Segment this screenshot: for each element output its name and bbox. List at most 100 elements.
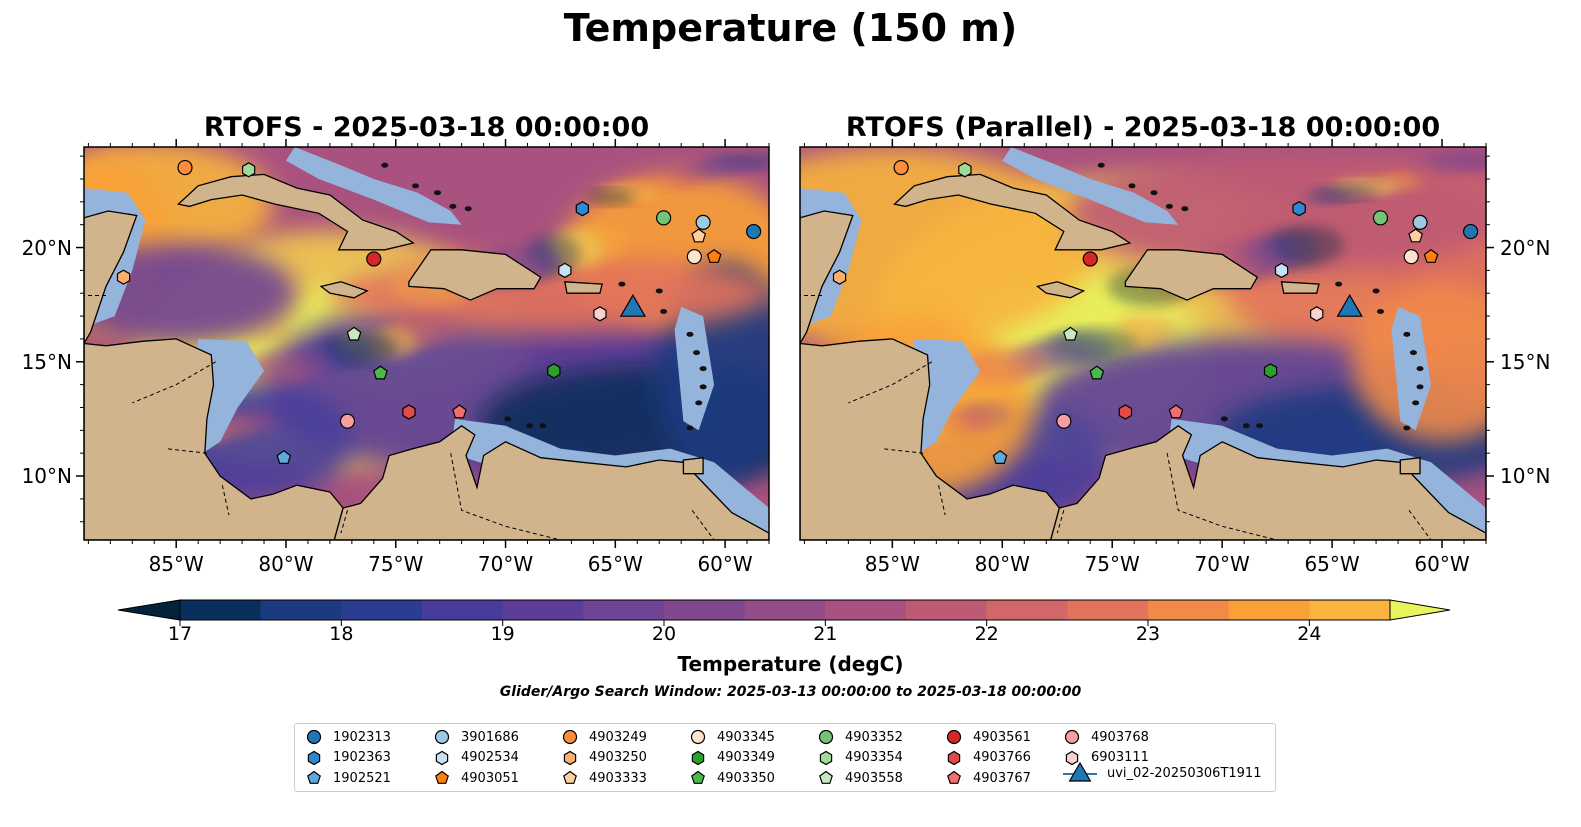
country-border: [938, 485, 946, 516]
float-1902521: [276, 449, 292, 464]
island-mark: [412, 183, 420, 189]
shelf-islShelf: [1391, 306, 1431, 431]
colorbar-tick-label: 23: [1135, 623, 1161, 645]
float-4903333: [1408, 228, 1424, 243]
legend-marker: [818, 729, 834, 745]
legend-item: 4903250: [561, 748, 647, 768]
land-puerto: [564, 281, 603, 294]
float-4903250: [832, 269, 847, 285]
country-border: [691, 510, 715, 540]
colorbar-bin: [1148, 600, 1230, 620]
circle-marker-icon: [306, 729, 322, 745]
island-mark: [1416, 384, 1424, 390]
country-border: [132, 361, 216, 404]
hexagon-marker-icon: [691, 750, 705, 765]
legend-marker: [1064, 729, 1080, 745]
island-mark: [1335, 281, 1343, 287]
colorbar-tick-label: 21: [813, 623, 838, 645]
island-mark: [1128, 183, 1136, 189]
colorbar-bin: [744, 600, 826, 620]
lon-tick-label: 65°W: [587, 552, 643, 576]
land-trinidad: [682, 456, 704, 475]
legend-label: 4903354: [845, 750, 903, 765]
legend-marker: [1068, 761, 1092, 782]
legend-label: 4903350: [717, 770, 775, 786]
country-border: [848, 361, 933, 404]
map-frame: [83, 146, 770, 541]
legend-label: uvi_02-20250306T1911: [1107, 765, 1262, 781]
colorbar-tick-label: 24: [1297, 623, 1322, 645]
island-mark: [655, 288, 663, 294]
island-mark: [1376, 309, 1384, 315]
land-puerto: [1280, 281, 1320, 294]
float-4903350: [372, 365, 388, 380]
colorbar-tick-label: 18: [329, 623, 354, 645]
legend-marker: [1065, 750, 1079, 765]
island-mark: [686, 331, 694, 337]
island-mark: [1097, 162, 1105, 168]
hexagon-marker-icon: [947, 750, 961, 765]
land-yucatan: [84, 210, 138, 345]
float-4903352: [656, 210, 672, 226]
float-4903558: [346, 326, 362, 341]
legend-item: 6903111: [1063, 748, 1149, 768]
island-mark: [693, 350, 701, 356]
colorbar-bin: [502, 600, 584, 620]
lon-tick-label: 75°W: [368, 552, 424, 576]
island-mark: [1165, 203, 1173, 209]
legend-marker: [819, 750, 833, 765]
pentagon-marker-icon: [819, 770, 833, 784]
colorbar-over-extend: [1389, 599, 1451, 621]
colorbar-bin: [341, 600, 423, 620]
colorbar-bin: [986, 600, 1068, 620]
float-4903345: [686, 249, 702, 265]
legend-item: 4902534: [433, 748, 519, 768]
float-4903558: [1063, 326, 1078, 341]
legend-label: 4902534: [461, 750, 519, 765]
legend-label: 4903333: [589, 770, 647, 786]
float-1902313: [746, 223, 762, 240]
glider-marker: [619, 293, 647, 317]
land-yucatan: [800, 210, 854, 345]
lat-tick-label: 20°N: [21, 235, 72, 260]
lon-tick-label: 85°W: [864, 552, 920, 576]
legend-item: 1902313: [305, 727, 391, 747]
legend: 1902313 1902363 1902521 3901686 4902534 49030…: [294, 723, 1276, 792]
float-4902534: [1274, 262, 1289, 279]
land-hispaniola: [408, 249, 542, 301]
float-1902313: [1463, 223, 1479, 240]
lat-tick-label: 15°N: [21, 349, 72, 374]
legend-marker: [562, 729, 578, 745]
island-mark: [1256, 423, 1264, 429]
map-frame: [799, 146, 1487, 541]
country-border: [1056, 510, 1065, 534]
temperature-patch: [84, 243, 297, 344]
left-panel-title: RTOFS - 2025-03-18 00:00:00: [203, 112, 650, 143]
island-mark: [433, 190, 441, 196]
island-mark: [1416, 366, 1424, 372]
country-border: [221, 485, 230, 516]
figure-title: Temperature (150 m): [563, 6, 1018, 50]
legend-item: 1902363: [305, 748, 391, 768]
pentagon-marker-icon: [307, 770, 321, 784]
float-1902363: [575, 201, 590, 217]
hexagon-marker-icon: [307, 750, 321, 765]
float-4903354: [958, 162, 972, 178]
legend-item: 4903349: [689, 748, 775, 768]
island-mark: [699, 384, 707, 390]
land-southam: [333, 425, 769, 540]
lon-tick-label: 65°W: [1304, 552, 1360, 576]
circle-marker-icon: [690, 729, 706, 745]
lat-tick-label: 10°N: [1500, 464, 1551, 489]
float-4903768: [1056, 413, 1072, 429]
hexagon-marker-icon: [563, 750, 577, 765]
legend-label: 4903768: [1091, 729, 1149, 745]
legend-item: 4903333: [561, 768, 647, 788]
country-border: [340, 510, 348, 534]
country-border: [1408, 510, 1432, 540]
circle-marker-icon: [1064, 729, 1080, 745]
eddy-patch: [1303, 189, 1352, 206]
float-4903051: [1423, 248, 1439, 263]
legend-item: 4903350: [689, 768, 775, 788]
legend-marker: [307, 750, 321, 765]
